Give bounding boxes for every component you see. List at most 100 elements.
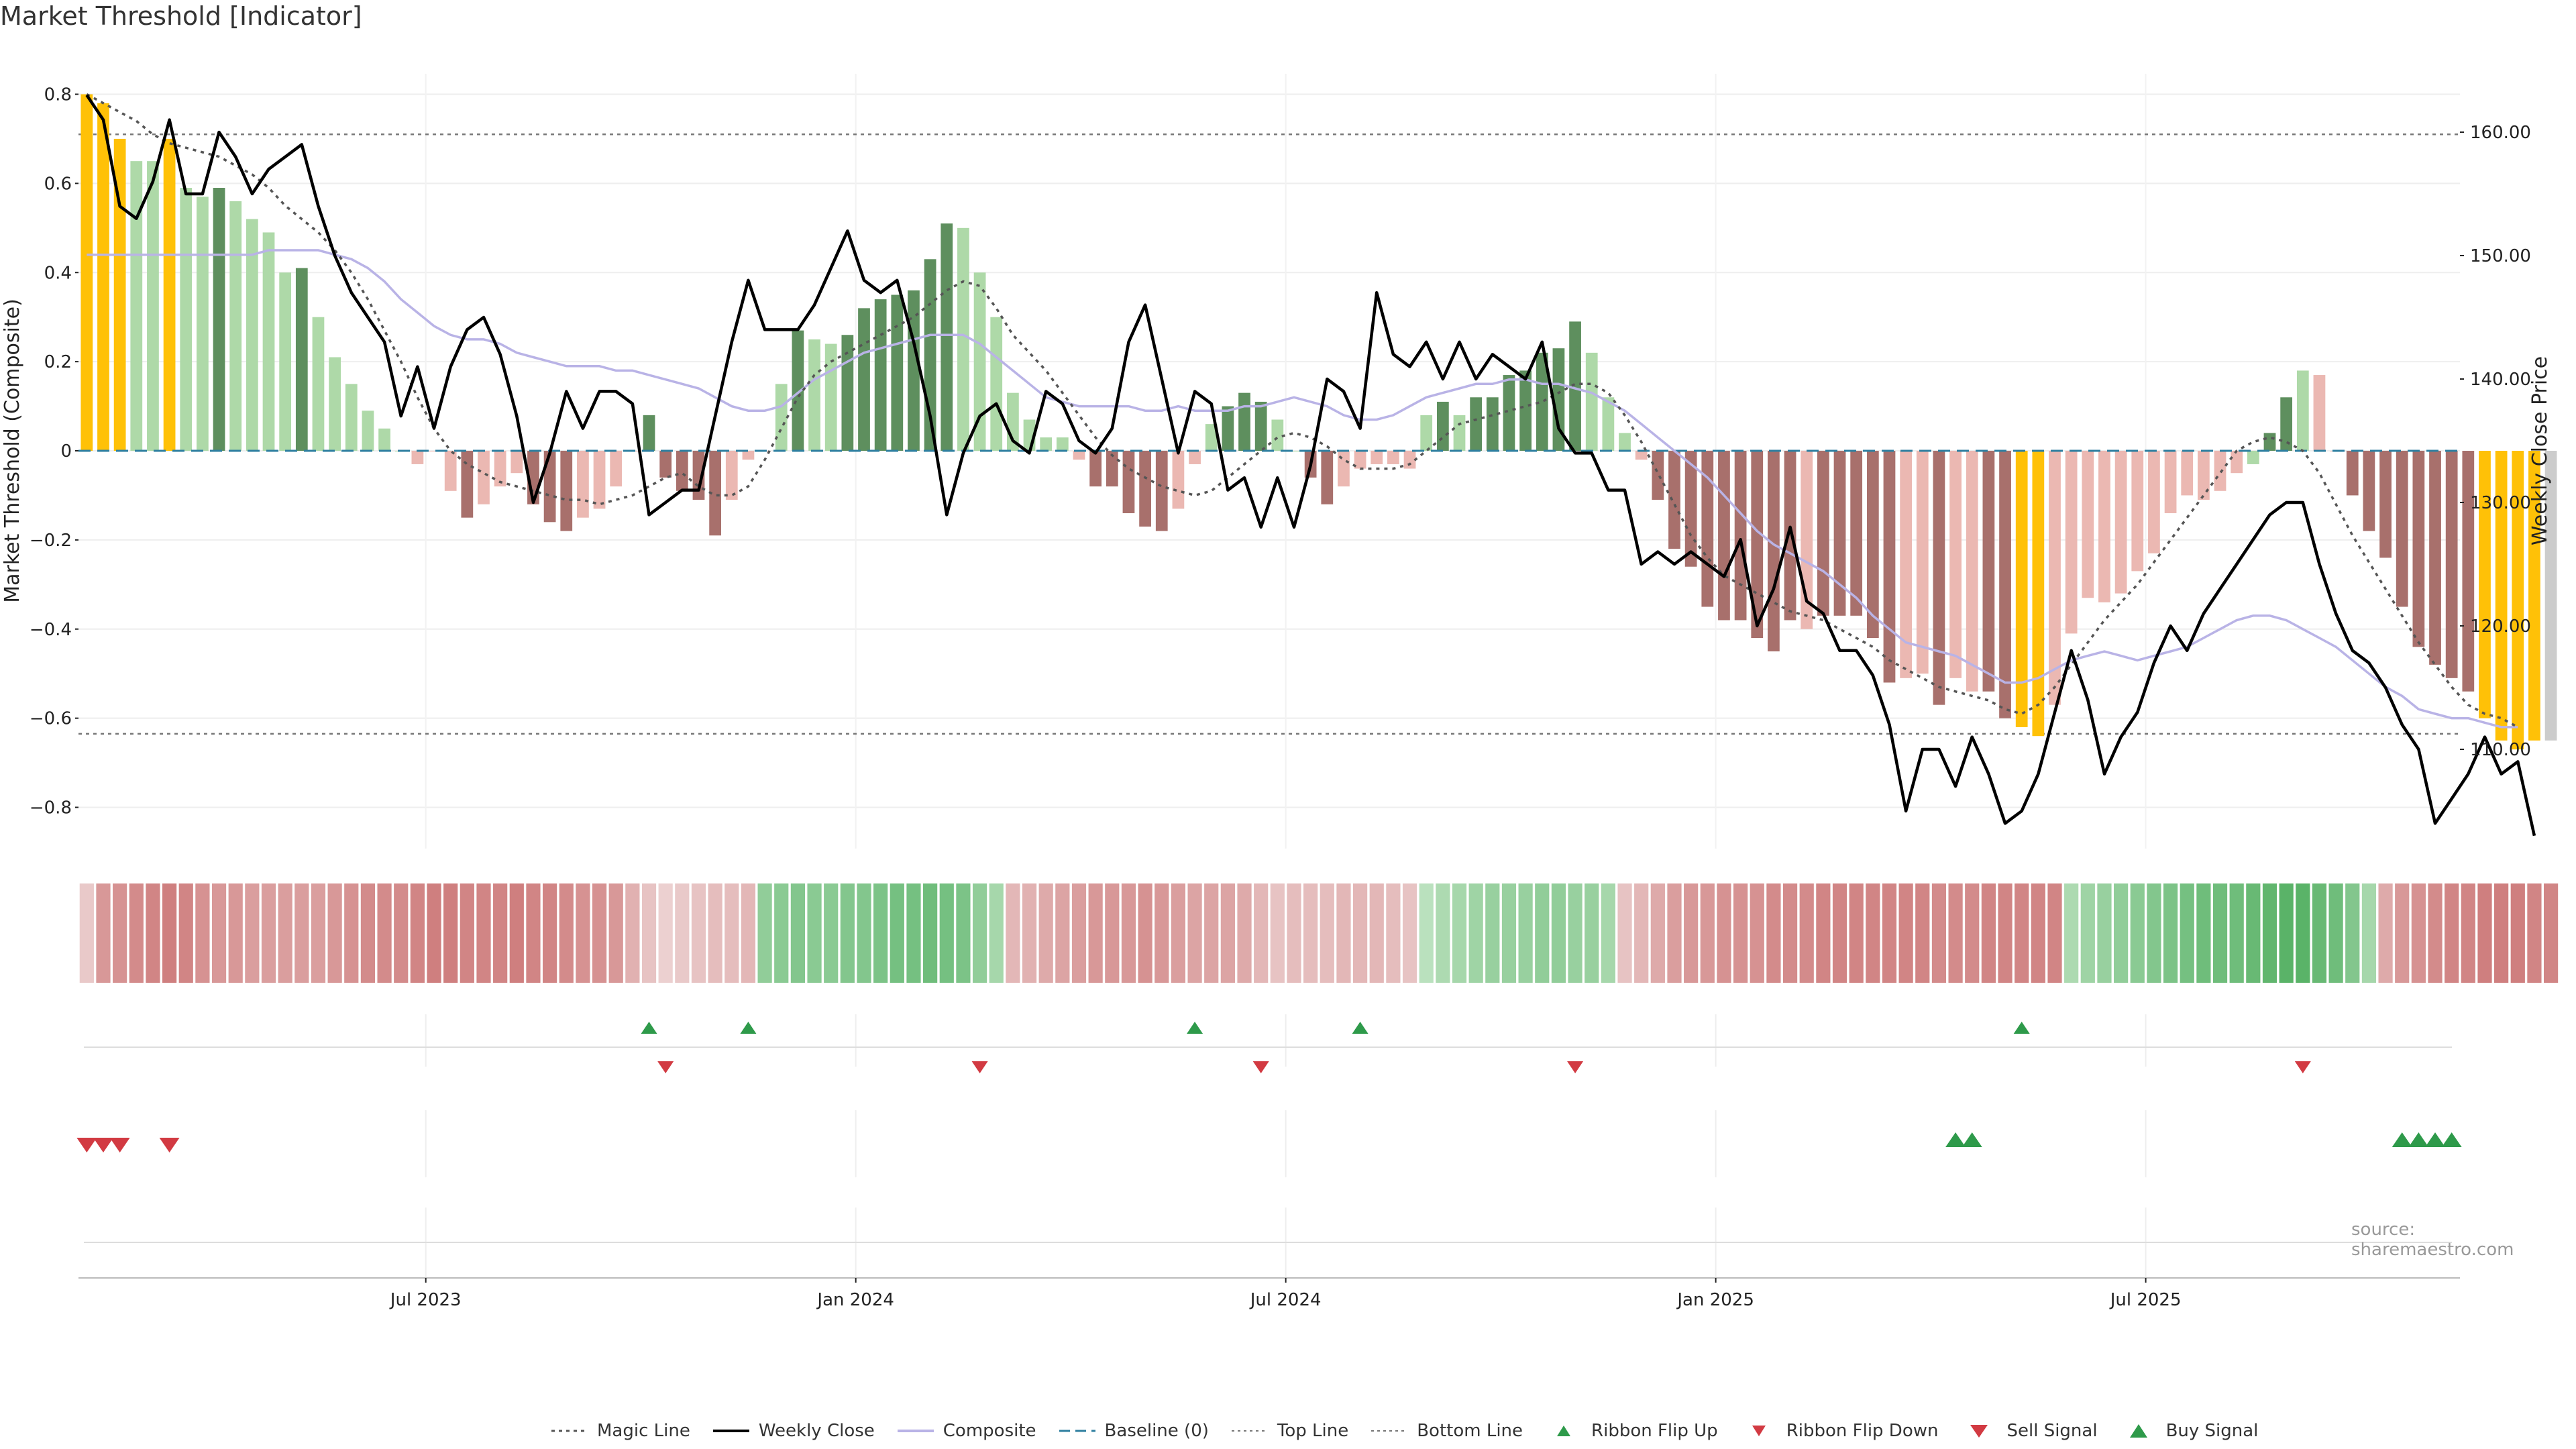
composite-bar bbox=[345, 384, 358, 451]
composite-bar bbox=[1552, 348, 1565, 451]
composite-bar bbox=[2412, 451, 2425, 647]
composite-bar bbox=[1536, 352, 1548, 451]
composite-bar bbox=[1453, 415, 1466, 451]
threshold-lines bbox=[78, 133, 2460, 735]
ribbon-cell bbox=[294, 883, 309, 983]
ribbon-cell bbox=[2345, 883, 2360, 983]
ribbon-cell bbox=[1320, 883, 1334, 983]
ribbon-cell bbox=[625, 883, 640, 983]
right-tick-label: 120.00 bbox=[2470, 616, 2531, 637]
ribbon-cell bbox=[1518, 883, 1533, 983]
composite-bar bbox=[197, 197, 209, 451]
ribbon-cell bbox=[1121, 883, 1136, 983]
ribbon-cell bbox=[592, 883, 607, 983]
ribbon-cell bbox=[1617, 883, 1632, 983]
composite-bar bbox=[610, 451, 623, 487]
source-credit: source: sharemaestro.com bbox=[2351, 1220, 2514, 1260]
left-tick-label: 0.8 bbox=[44, 85, 72, 105]
ribbon-cell bbox=[890, 883, 904, 983]
left-tick-label: 0.4 bbox=[44, 263, 72, 283]
ribbon-cell bbox=[2212, 883, 2228, 983]
ribbon-cell bbox=[675, 883, 690, 983]
ribbon-cell bbox=[509, 883, 524, 983]
ribbon-cell bbox=[146, 883, 160, 983]
composite-bar bbox=[1999, 451, 2011, 718]
ribbon-cell bbox=[1948, 883, 1963, 983]
legend-item: Buy Signal bbox=[2119, 1421, 2258, 1441]
ribbon-cell bbox=[1254, 883, 1269, 983]
composite-bar bbox=[1040, 437, 1053, 451]
x-tick-label: Jul 2024 bbox=[1249, 1290, 1322, 1310]
ribbon-cell bbox=[2312, 883, 2327, 983]
ribbon-cell bbox=[1402, 883, 1417, 983]
ribbon-cell bbox=[1468, 883, 1483, 983]
composite-bar bbox=[1387, 451, 1399, 464]
composite-bar bbox=[1585, 352, 1598, 451]
ribbon-cell bbox=[2494, 883, 2509, 983]
ribbon-cell bbox=[2395, 883, 2410, 983]
composite-bar bbox=[1768, 451, 1780, 651]
ribbon-cell bbox=[2147, 883, 2161, 983]
composite-bar bbox=[1619, 433, 1631, 451]
ribbon-cell bbox=[1204, 883, 1219, 983]
ribbon-flip-up-marker bbox=[740, 1022, 757, 1034]
composite-bar bbox=[1602, 397, 1615, 451]
composite-bar bbox=[2528, 451, 2540, 741]
ribbon-cell bbox=[2097, 883, 2112, 983]
ribbon-cell bbox=[708, 883, 722, 983]
buy-signal-marker bbox=[1962, 1132, 1982, 1147]
composite-bar bbox=[2131, 451, 2144, 572]
ribbon-cell bbox=[1551, 883, 1566, 983]
ribbon-cell bbox=[2527, 883, 2542, 983]
ribbon-cell bbox=[1386, 883, 1401, 983]
legend-item: Composite bbox=[896, 1421, 1036, 1441]
composite-bar bbox=[213, 188, 225, 451]
ribbon-cell bbox=[2262, 883, 2277, 983]
composite-bar bbox=[2429, 451, 2441, 665]
composite-bar bbox=[1684, 451, 1697, 567]
ribbon-cell bbox=[2411, 883, 2426, 983]
composite-bar bbox=[1900, 451, 1913, 678]
ribbon-cell bbox=[410, 883, 425, 983]
ribbon-cell bbox=[2461, 883, 2475, 983]
magic-line bbox=[86, 93, 2519, 729]
ribbon-cell bbox=[1601, 883, 1615, 983]
ribbon-cell bbox=[311, 883, 326, 983]
ribbon-cell bbox=[278, 883, 292, 983]
ribbon-cell bbox=[576, 883, 590, 983]
ribbon-cell bbox=[2361, 883, 2377, 983]
composite-bar bbox=[1106, 451, 1118, 487]
composite-bar bbox=[1056, 437, 1069, 451]
composite-bar bbox=[1784, 451, 1796, 621]
ribbon-cell bbox=[2477, 883, 2492, 983]
weekly-close-line bbox=[85, 94, 2536, 837]
legend-label: Sell Signal bbox=[2006, 1421, 2098, 1441]
ribbon-cell bbox=[261, 883, 276, 983]
composite-bar bbox=[312, 317, 325, 451]
composite-bar bbox=[1139, 451, 1151, 527]
composite-bar bbox=[1238, 392, 1250, 451]
solid-line-icon bbox=[712, 1430, 749, 1432]
composite-bar bbox=[659, 451, 672, 478]
composite-bar bbox=[2032, 451, 2045, 737]
composite-bar bbox=[378, 428, 390, 451]
ribbon-cell bbox=[113, 883, 127, 983]
triangle-up-small-icon bbox=[1557, 1426, 1571, 1436]
ribbon-cell bbox=[2296, 883, 2310, 983]
ribbon-cell bbox=[327, 883, 342, 983]
composite-bar bbox=[1982, 451, 1995, 692]
ribbon-cell bbox=[96, 883, 111, 983]
composite-bar bbox=[1850, 451, 1863, 616]
composite-bar bbox=[1155, 451, 1168, 531]
composite-bar bbox=[824, 343, 837, 451]
ribbon-cell bbox=[1832, 883, 1847, 983]
ribbon-cell bbox=[1866, 883, 1880, 983]
ribbon-cell bbox=[1022, 883, 1037, 983]
composite-bar bbox=[1486, 397, 1499, 451]
ribbon-cell bbox=[1998, 883, 2012, 983]
ribbon-cell bbox=[543, 883, 557, 983]
ribbon-cell bbox=[658, 883, 673, 983]
legend-label: Baseline (0) bbox=[1104, 1421, 1209, 1441]
composite-bar bbox=[990, 317, 1003, 451]
